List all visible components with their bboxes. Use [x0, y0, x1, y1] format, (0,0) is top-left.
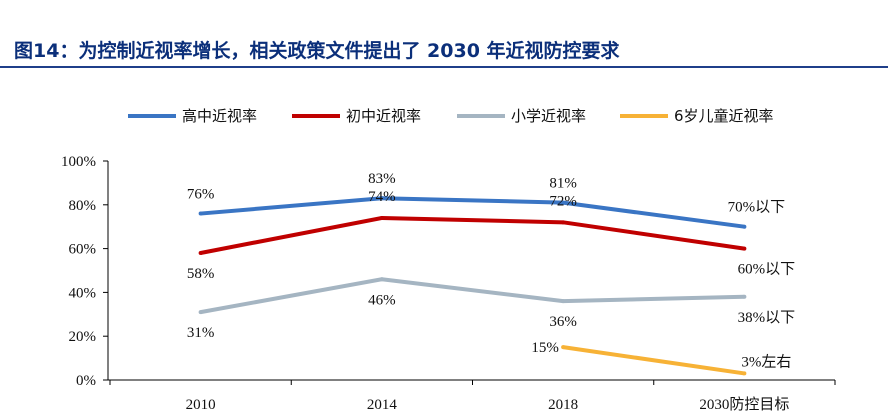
data-point [198, 250, 203, 255]
x-tick-label: 2014 [367, 397, 398, 413]
y-tick-label: 60% [69, 242, 97, 258]
data-point [561, 220, 566, 225]
data-point [561, 345, 566, 350]
data-point [379, 277, 384, 282]
x-tick-label: 2010 [186, 397, 216, 413]
data-label: 70%以下 [728, 200, 786, 216]
series-line [200, 215, 745, 255]
y-tick-label: 40% [69, 285, 97, 301]
data-label: 76% [187, 187, 215, 203]
data-point [742, 246, 747, 251]
series-line [562, 345, 745, 376]
data-label: 58% [187, 266, 215, 282]
y-tick-label: 80% [69, 198, 97, 214]
legend-label: 6岁儿童近视率 [674, 107, 774, 125]
data-point [198, 211, 203, 216]
data-point [742, 294, 747, 299]
legend-label: 小学近视率 [511, 107, 586, 125]
title-rule [0, 66, 888, 68]
x-tick-label: 2030防控目标 [699, 396, 789, 413]
data-label: 46% [368, 292, 396, 308]
series-line [200, 277, 745, 315]
data-label: 74% [368, 189, 396, 205]
data-point [742, 224, 747, 229]
legend-label: 初中近视率 [346, 107, 421, 125]
data-label: 36% [549, 314, 577, 330]
y-tick-label: 0% [76, 373, 96, 389]
data-label: 38%以下 [738, 310, 796, 326]
x-tick-label: 2018 [548, 397, 578, 413]
data-label: 81% [549, 176, 577, 192]
data-point [379, 196, 384, 201]
data-label: 15% [531, 340, 559, 356]
data-label: 83% [368, 171, 396, 187]
data-point [561, 200, 566, 205]
data-point [379, 215, 384, 220]
data-label: 72% [549, 193, 577, 209]
data-point [198, 310, 203, 315]
data-label: 3%左右 [741, 353, 791, 370]
figure-title: 图14：为控制近视率增长，相关政策文件提出了 2030 年近视防控要求 [14, 40, 620, 62]
data-point [561, 299, 566, 304]
series-line [200, 196, 745, 229]
y-tick-label: 20% [69, 329, 97, 345]
data-point [742, 371, 747, 376]
data-label: 31% [187, 325, 215, 341]
data-label: 60%以下 [738, 262, 796, 278]
legend-label: 高中近视率 [182, 107, 257, 125]
y-tick-label: 100% [61, 154, 96, 170]
